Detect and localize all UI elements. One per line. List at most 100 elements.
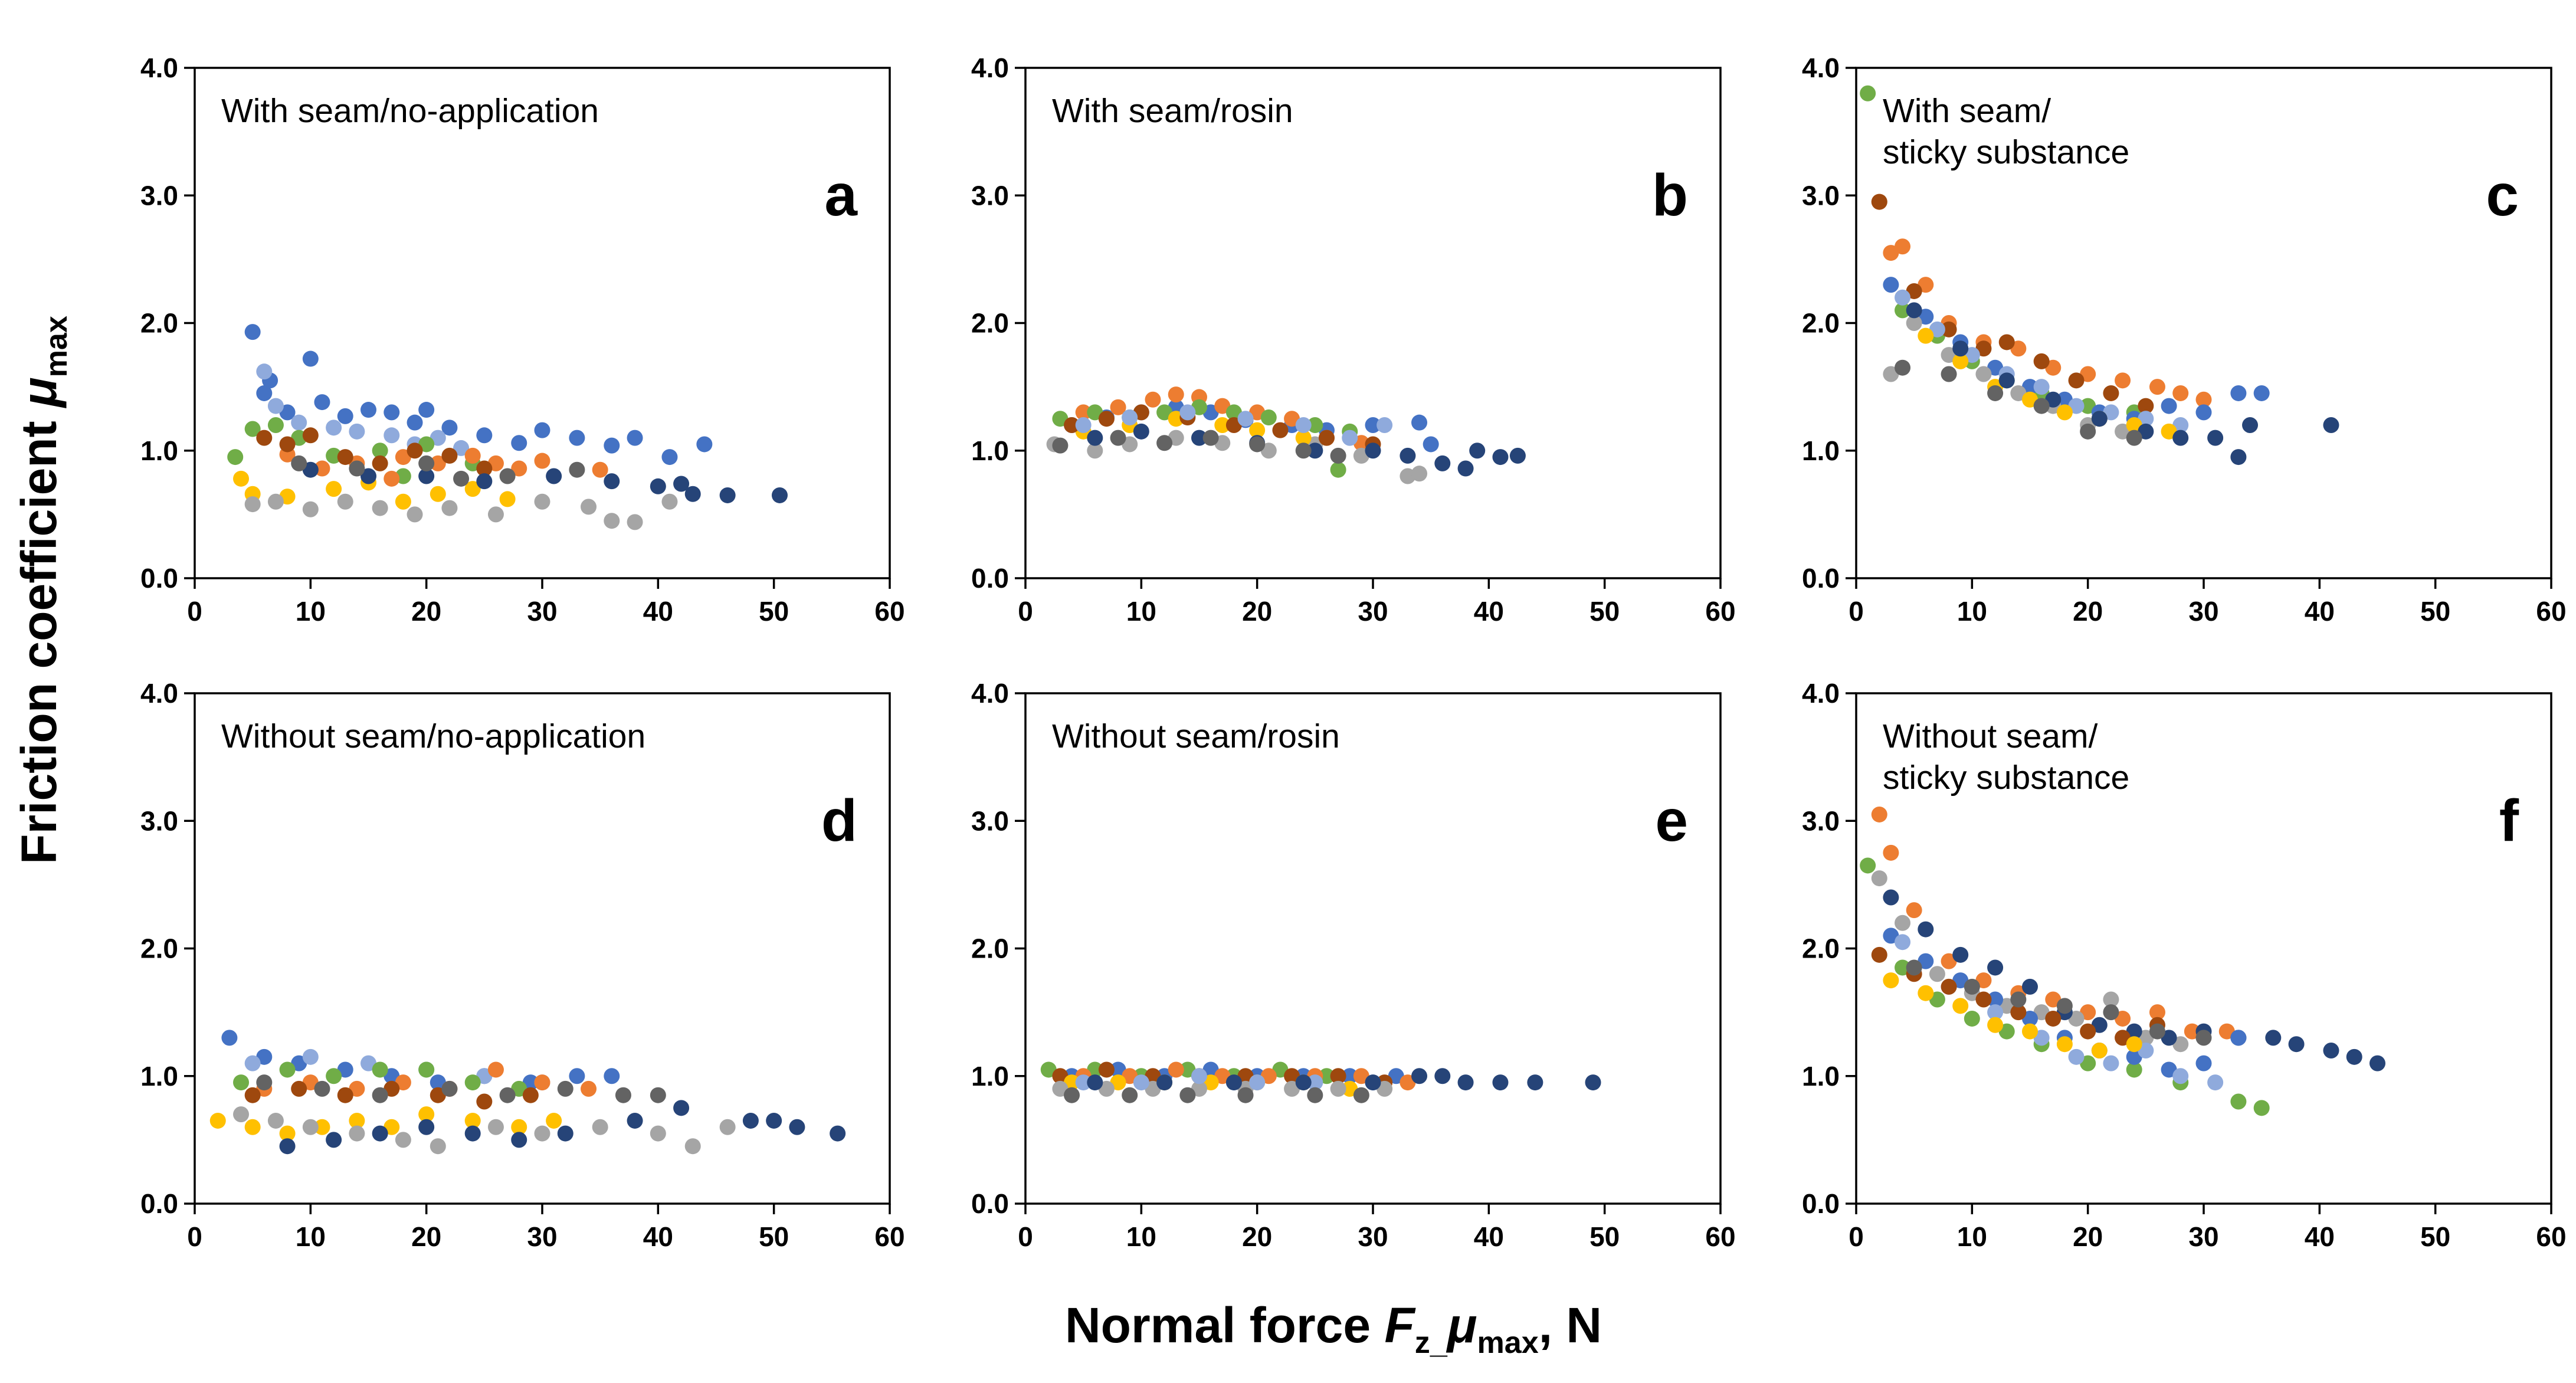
scatter-series-gray — [244, 493, 678, 530]
data-point — [534, 453, 550, 469]
data-point — [2172, 385, 2189, 401]
data-point — [2172, 1068, 2189, 1084]
data-point — [1284, 1080, 1300, 1097]
y-tick-label: 4.0 — [1802, 678, 1840, 709]
x-tick-label: 50 — [759, 596, 789, 627]
data-point — [2149, 1023, 2165, 1040]
data-point — [534, 1125, 550, 1142]
data-point — [1365, 417, 1381, 433]
chart-panel-svg-c: 0 10 20 30 40 50 60 0.0 1.0 2.0 3.0 4.0 With seam/st… — [1802, 53, 2567, 627]
data-point — [1145, 1068, 1161, 1084]
x-tick-label: 40 — [643, 596, 673, 627]
data-point — [1918, 277, 1934, 293]
data-point — [418, 402, 435, 418]
data-point — [291, 1080, 307, 1097]
data-point — [2161, 423, 2177, 440]
y-tick-label: 2.0 — [971, 308, 1009, 339]
chart-grid: 0 10 20 30 40 50 60 0.0 1.0 2.0 3.0 4.0 With seam/no… — [83, 47, 2575, 1280]
data-point — [1509, 447, 1526, 464]
data-point — [1365, 443, 1381, 459]
data-point — [1411, 466, 1428, 482]
data-point — [1064, 1074, 1080, 1091]
data-point — [302, 427, 319, 444]
data-point — [522, 1087, 539, 1103]
data-point — [673, 476, 690, 492]
data-point — [1225, 404, 1242, 421]
data-point — [1075, 1074, 1092, 1091]
data-point — [1434, 455, 1451, 471]
data-point — [1895, 915, 1911, 931]
x-tick-label: 30 — [1358, 596, 1388, 627]
data-point — [2080, 398, 2096, 414]
data-point — [1342, 1080, 1358, 1097]
y-tick-label: 1.0 — [140, 435, 178, 466]
data-point — [372, 1087, 388, 1103]
data-point — [1202, 1074, 1219, 1091]
data-point — [1895, 289, 1911, 306]
scatter-series-brown — [1871, 194, 2154, 414]
data-point — [2033, 398, 2050, 414]
data-point — [476, 427, 493, 444]
data-point — [302, 1048, 319, 1065]
scatter-series-gold — [1883, 972, 2142, 1058]
scatter-series-light-blue — [1075, 404, 1393, 446]
data-point — [2045, 1010, 2062, 1027]
data-point — [581, 1080, 597, 1097]
data-point — [1075, 404, 1092, 421]
data-point — [1906, 302, 1922, 319]
force-subscript: z_ — [1414, 1325, 1447, 1360]
data-point — [2172, 430, 2189, 446]
data-point — [453, 470, 470, 487]
x-tick-label: 40 — [643, 1221, 673, 1252]
data-point — [522, 1074, 539, 1091]
data-point — [418, 468, 435, 484]
data-point — [337, 1087, 353, 1103]
data-point — [1941, 953, 1957, 969]
data-point — [2080, 1004, 2096, 1021]
data-point — [534, 422, 550, 438]
data-point — [464, 1112, 481, 1129]
y-tick-label: 0.0 — [140, 563, 178, 594]
data-point — [2033, 353, 2050, 369]
mu-subscript: max — [1477, 1325, 1539, 1360]
data-point — [2080, 366, 2096, 382]
data-point — [418, 1119, 435, 1135]
data-point — [1087, 430, 1103, 446]
y-tick-label: 4.0 — [140, 678, 178, 709]
data-point — [2103, 1004, 2119, 1021]
data-point — [2033, 1030, 2050, 1046]
scatter-series-light-blue — [1895, 289, 2189, 433]
data-point — [2149, 1004, 2165, 1021]
data-point — [1975, 991, 1992, 1008]
data-point — [1295, 443, 1312, 459]
data-point — [1895, 238, 1911, 255]
data-point — [1110, 399, 1126, 415]
data-point — [2161, 1061, 2177, 1078]
data-point — [1237, 411, 1254, 427]
data-point — [2218, 1023, 2235, 1040]
y-tick-label: 3.0 — [140, 180, 178, 211]
data-point — [1918, 327, 1934, 344]
data-point — [384, 1080, 400, 1097]
chart-panel-svg-d: 0 10 20 30 40 50 60 0.0 1.0 2.0 3.0 4.0 Without seam… — [140, 678, 905, 1252]
scatter-series-dark-gray — [256, 1074, 666, 1103]
data-point — [267, 493, 284, 510]
x-axis-label: Normal force Fz_μmax, N — [1065, 1297, 1602, 1361]
x-tick-label: 50 — [759, 1221, 789, 1252]
scatter-series-gold — [209, 1106, 562, 1142]
mu-subscript: max — [39, 316, 74, 378]
data-point — [1987, 385, 2004, 401]
data-point — [592, 461, 608, 478]
data-point — [650, 478, 666, 494]
data-point — [1168, 1061, 1184, 1078]
data-point — [771, 487, 788, 503]
data-point — [267, 1112, 284, 1129]
data-point — [2068, 1048, 2085, 1065]
data-point — [742, 1112, 759, 1129]
data-point — [2056, 404, 2073, 421]
data-point — [1906, 959, 1922, 976]
data-point — [2230, 449, 2247, 466]
y-tick-label: 1.0 — [1802, 1061, 1840, 1092]
chart-panel-svg-b: 0 10 20 30 40 50 60 0.0 1.0 2.0 3.0 4.0 With seam/ro… — [971, 53, 1736, 627]
x-tick-label: 0 — [187, 1221, 202, 1252]
